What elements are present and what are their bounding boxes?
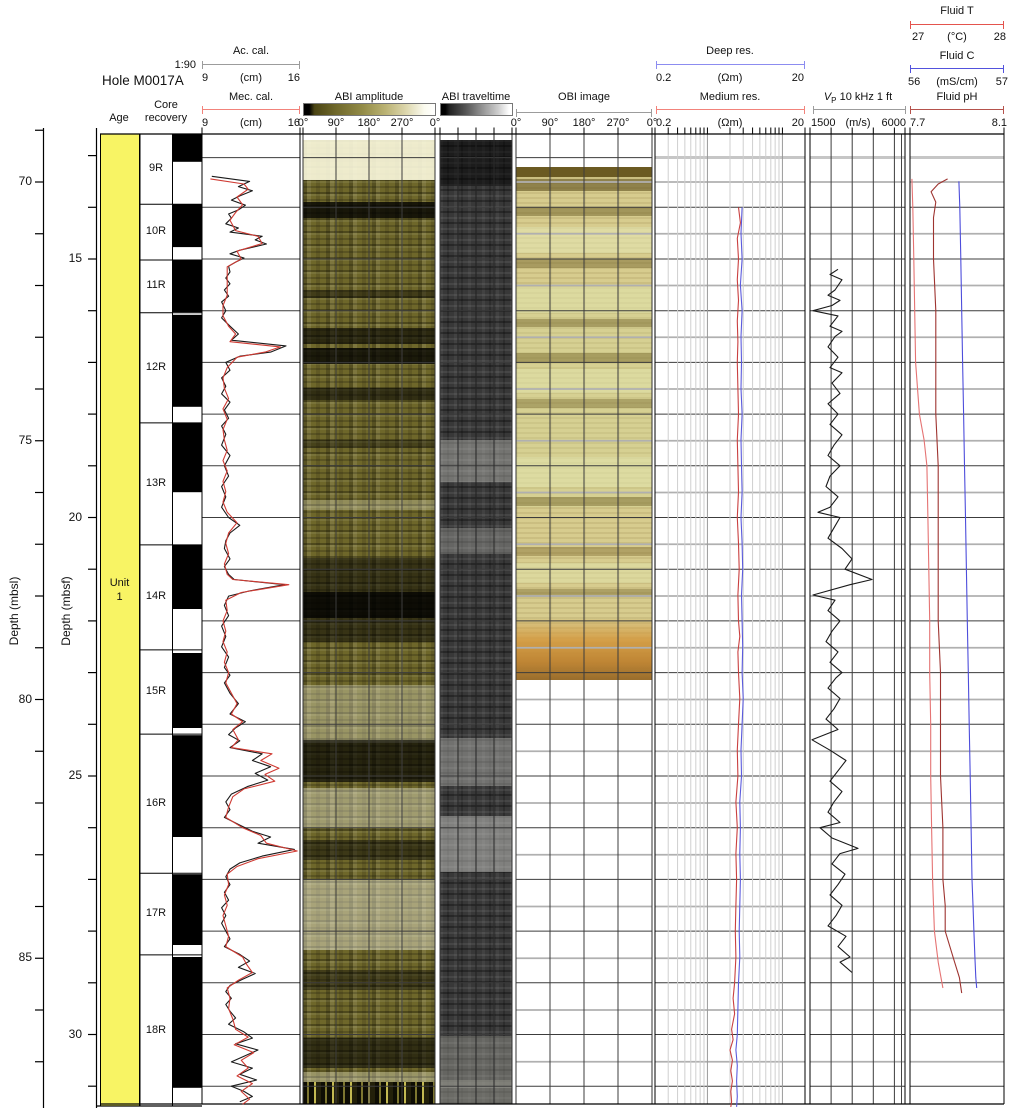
- hole-title: Hole M0017A: [102, 73, 184, 88]
- abi-amplitude-title: ABI amplitude: [334, 91, 404, 103]
- age-unit-column: [100, 134, 140, 1106]
- age-column-header: Age: [109, 112, 129, 124]
- curve-fluid-c: [958, 181, 978, 989]
- abi-traveltime-title: ABI traveltime: [441, 91, 511, 103]
- curve-medium-res-: [729, 207, 741, 1107]
- deep-res-title: Deep res.: [706, 45, 754, 57]
- unit-label-line2: 1: [116, 591, 123, 603]
- vp-title-sub: P: [831, 96, 837, 106]
- core-recovery-header-line2: recovery: [144, 112, 188, 124]
- mec-cal-title: Mec. cal.: [228, 91, 274, 103]
- plot-graphics: [35, 127, 1005, 1108]
- vp-title-v: V: [823, 91, 832, 103]
- abi-amplitude-colorbar: [303, 103, 436, 116]
- curve-fluid-ph: [930, 178, 963, 994]
- abi-traveltime-colorbar: [440, 103, 513, 116]
- scale-ratio: 1:90: [174, 59, 196, 71]
- medium-res-title: Medium res.: [699, 91, 761, 103]
- fluid-t-title: Fluid T: [940, 5, 974, 17]
- fluid-ph-title: Fluid pH: [936, 91, 978, 103]
- fluid-c-title: Fluid C: [939, 50, 975, 62]
- vp-title-rest: 10 kHz 1 ft: [836, 91, 893, 103]
- unit-label: Unit 1: [101, 576, 138, 604]
- curve-deep-res-: [735, 207, 744, 1107]
- unit-label-line1: Unit: [109, 577, 130, 589]
- curve-ac-cal-: [211, 175, 295, 1103]
- curve-mec-cal-: [210, 178, 298, 1105]
- curve-fluid-t: [911, 178, 944, 989]
- ac-cal-title: Ac. cal.: [232, 45, 270, 57]
- obi-image-title: OBI image: [558, 91, 610, 103]
- vp-title: VP 10 kHz 1 ft: [824, 91, 892, 105]
- core-recovery-header-line1: Core: [154, 99, 178, 111]
- curve-vp-10-khz-1-ft: [811, 268, 873, 973]
